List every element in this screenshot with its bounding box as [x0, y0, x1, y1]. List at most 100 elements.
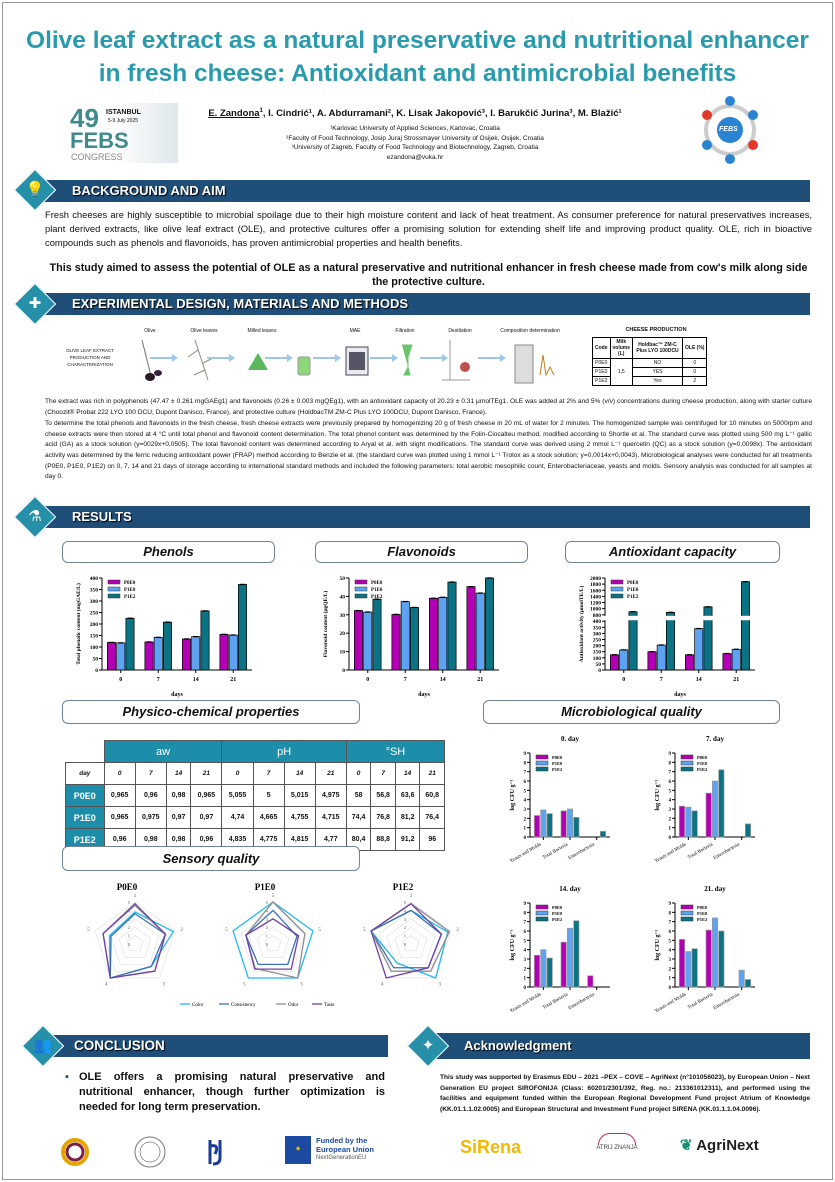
radar-axis-label: 5: [225, 928, 228, 933]
legend-label: P1E0: [552, 761, 563, 766]
legend-swatch: [610, 586, 624, 592]
atrij-arch-icon: [598, 1133, 636, 1145]
team-icon: 👥: [33, 1037, 53, 1054]
methods-text: The extract was rich in polyphenols (47.…: [45, 397, 812, 484]
radar-tick-label: 1: [404, 934, 406, 939]
legend-label: P1E2: [627, 595, 639, 600]
code-cell: P1E0: [592, 367, 611, 377]
process-label: OLIVE LEAF EXTRACT PRODUCTION AND CHARAC…: [65, 348, 114, 367]
bar-p1e0: [685, 806, 692, 838]
x-tick-label: Yeasts and Molds: [654, 842, 687, 864]
bar-p1e2: [666, 611, 675, 671]
phenols-title: Phenols: [62, 541, 275, 563]
x-tick-label: Yeasts and Molds: [509, 992, 542, 1014]
legend-swatch: [535, 766, 549, 772]
y-tick-label: 800: [593, 613, 602, 619]
background-text: Fresh cheeses are highly susceptible to …: [45, 209, 812, 248]
x-tick-label: Total Bacteria: [687, 992, 715, 1011]
legend-label: Consistency: [231, 1003, 256, 1008]
ole-cell: 0: [681, 367, 708, 377]
logo-name: FEBS: [70, 128, 129, 153]
radar-tick-label: 5: [404, 900, 407, 905]
radar-axis-label: 5: [243, 983, 246, 988]
value-cell: 4,74: [221, 806, 254, 829]
header-milk: Milk volume (L): [609, 337, 633, 359]
legend-label: P1E2: [552, 767, 563, 772]
methods-paragraph: The extract was rich in polyphenols (47.…: [45, 398, 812, 416]
value-cell: 81,2: [394, 806, 421, 829]
arrow-icon: [207, 354, 235, 362]
y-tick-label: 7: [524, 921, 527, 926]
radar-tick-label: 2: [266, 925, 268, 930]
radar-title: P1E0: [255, 882, 276, 892]
eu-line: NextGenerationEU: [316, 1155, 367, 1161]
bar-p1e0: [685, 951, 692, 988]
y-axis-label: Total phenolic content (mgGAE/L): [75, 583, 82, 665]
flavonoids-chart: 0 10 20 30 40 50 0 7 14 21 P0E0 P1E0 P1E2 days Flavono…: [322, 576, 499, 698]
bar-p1e2: [718, 930, 725, 988]
background-header: BACKGROUND AND AIM: [30, 180, 810, 202]
y-tick-label: 400: [90, 576, 99, 582]
x-tick-label: Yeasts and Molds: [509, 842, 542, 864]
day-header: 7: [134, 762, 167, 785]
olive-icon: [141, 339, 162, 381]
legend-label: P0E0: [371, 581, 383, 586]
radar-title: P1E2: [393, 882, 414, 892]
y-tick-label: 40: [340, 594, 346, 600]
authors: E. Zandona1, I. Cindrić¹, A. Abdurramani…: [180, 108, 650, 119]
y-tick-label: 1400: [590, 594, 601, 600]
bar-p1e2: [410, 607, 419, 671]
sensory-radar-charts: P0E001234512345P1E001234555555P1E2012345…: [87, 882, 459, 1008]
acknowledgment-header: Acknowledgment: [428, 1033, 810, 1059]
x-tick-label: 7: [404, 677, 407, 683]
radar-series-taste: [102, 902, 167, 979]
x-tick-label: Total Bacteria: [542, 992, 570, 1011]
y-tick-label: 0: [524, 836, 527, 841]
legend-label: P1E0: [552, 911, 563, 916]
agrinext-logo: ❦ AgriNext: [680, 1136, 759, 1154]
radar-axis-label: 2: [180, 928, 183, 933]
y-tick-label: 5: [669, 789, 672, 794]
day-label: day: [65, 762, 105, 785]
bar-p1e0: [619, 649, 629, 671]
logo-number: 49: [70, 103, 99, 133]
day-header: 7: [252, 762, 285, 785]
bar-p0e0: [354, 610, 363, 671]
row-code: P1E0: [65, 806, 105, 829]
radar-series-odor: [245, 901, 306, 979]
radar-tick-label: 0: [404, 942, 407, 947]
value-cell: 0,965: [190, 784, 223, 807]
value-cell: 5,015: [283, 784, 316, 807]
bar-p1e2: [163, 621, 172, 671]
radar-axis-label: 1: [134, 894, 137, 899]
process-illustrations: [141, 339, 555, 384]
x-tick-label: 7: [157, 677, 160, 683]
bar-p1e2: [628, 611, 638, 671]
legend-swatch: [680, 904, 694, 910]
radar-series-consistency: [370, 909, 443, 969]
legend-label: P1E2: [124, 595, 136, 600]
y-tick-label: 1: [524, 827, 527, 832]
arrow-icon: [478, 354, 506, 362]
cheese-production-table: Code Milk volume (L) Holdbac™ ZM-C Plus LY…: [592, 337, 708, 386]
x-tick-label: 7: [660, 677, 663, 683]
x-tick-label: 21: [733, 677, 739, 683]
step-olive-leaves: Olive leaves: [190, 328, 218, 334]
header-ole: OLE (%): [681, 337, 708, 359]
antioxidant-title: Antioxidant capacity: [565, 541, 780, 563]
day-header: 14: [283, 762, 316, 785]
y-axis-label: Antioxidant activity (µmolTE/L): [578, 586, 585, 663]
y-tick-label: 9: [669, 752, 672, 757]
logo-sub: CONGRESS: [71, 152, 123, 162]
y-tick-label: 150: [90, 634, 99, 640]
methods-title: EXPERIMENTAL DESIGN, MATERIALS AND METHO…: [72, 296, 409, 311]
y-axis-label: log CFU g⁻¹: [510, 929, 516, 960]
radar-grid: [386, 918, 436, 965]
legend-swatch: [680, 916, 694, 922]
sensory-title: Sensory quality: [62, 846, 360, 871]
bar-p0e0: [429, 597, 438, 671]
bar-p1e2: [718, 769, 725, 838]
bulb-leaf-icon: ❦: [680, 1137, 693, 1154]
value-cell: 76,4: [419, 806, 445, 829]
